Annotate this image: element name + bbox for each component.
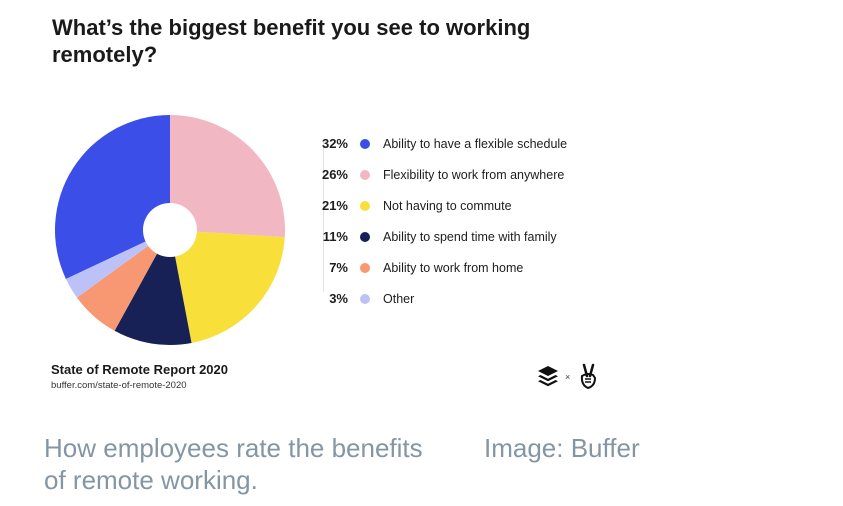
pie-slice-6 — [65, 230, 170, 298]
pie-slice-2 — [170, 115, 285, 238]
legend-swatch — [360, 138, 370, 149]
pie-slice-3 — [170, 230, 285, 343]
pie-slice-5 — [76, 230, 170, 331]
legend-label: Flexibility to work from anywhere — [383, 167, 565, 182]
pie-slice-1 — [55, 115, 171, 279]
logos-separator: × — [565, 372, 571, 382]
donut-chart — [55, 115, 285, 345]
chart-title: What’s the biggest benefit you see to wo… — [52, 15, 531, 67]
legend-value: 11% — [322, 229, 348, 244]
legend-swatch — [360, 293, 370, 304]
legend-value: 21% — [321, 198, 348, 213]
legend-value: 26% — [321, 167, 348, 182]
legend-label: Ability to spend time with family — [383, 229, 557, 244]
image-credit: Image: Buffer — [484, 433, 640, 463]
legend-divider — [323, 140, 324, 292]
buffer-logo-icon — [538, 366, 558, 387]
legend-swatch — [360, 262, 370, 273]
legend-item: 32% Ability to have a flexible schedule — [300, 128, 620, 159]
legend-item: 26% Flexibility to work from anywhere — [300, 159, 620, 190]
legend-value: 32% — [321, 136, 348, 151]
legend-swatch — [360, 169, 370, 180]
brand-logos: × — [537, 362, 600, 392]
source-url: buffer.com/state-of-remote-2020 — [51, 380, 187, 391]
donut-hole — [143, 203, 197, 257]
legend-item: 11% Ability to spend time with family — [300, 221, 620, 252]
source-title: State of Remote Report 2020 — [51, 362, 228, 377]
legend-swatch — [360, 231, 370, 242]
victory-hand-logo-icon — [581, 363, 597, 390]
chart-legend: 32% Ability to have a flexible schedule 26… — [300, 128, 620, 314]
legend-label: Ability to work from home — [383, 260, 524, 275]
legend-item: 3% Other — [300, 283, 620, 314]
legend-value: 3% — [329, 291, 348, 306]
pie-slice-4 — [114, 230, 192, 345]
legend-swatch — [360, 200, 370, 211]
legend-value: 7% — [329, 260, 348, 275]
legend-label: Ability to have a flexible schedule — [383, 136, 568, 151]
legend-label: Other — [383, 291, 415, 306]
legend-label: Not having to commute — [383, 198, 512, 213]
figure-caption: How employees rate the benefits of remot… — [44, 433, 423, 495]
legend-item: 7% Ability to work from home — [300, 252, 620, 283]
chart-card: What’s the biggest benefit you see to wo… — [30, 0, 615, 418]
legend-item: 21% Not having to commute — [300, 190, 620, 221]
